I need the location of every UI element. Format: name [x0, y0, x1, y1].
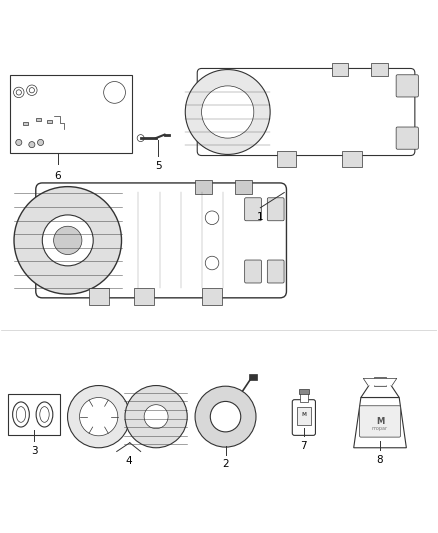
FancyBboxPatch shape [267, 260, 284, 283]
Text: 4: 4 [126, 456, 132, 466]
Circle shape [104, 82, 125, 103]
Circle shape [67, 385, 130, 448]
Bar [23, 123, 28, 125]
Bar [202, 288, 222, 305]
Text: mopar: mopar [372, 426, 388, 431]
FancyBboxPatch shape [245, 260, 261, 283]
Circle shape [144, 405, 168, 429]
Circle shape [80, 398, 118, 436]
Bar [374, 377, 386, 385]
Text: 3: 3 [31, 446, 37, 456]
Bar [299, 389, 309, 394]
Circle shape [29, 87, 35, 93]
FancyBboxPatch shape [267, 198, 284, 221]
Text: 1: 1 [257, 212, 264, 222]
Text: M: M [376, 417, 384, 426]
Bar [36, 118, 42, 120]
Circle shape [53, 226, 82, 255]
Circle shape [205, 211, 219, 224]
Circle shape [137, 135, 144, 142]
Circle shape [210, 401, 241, 432]
Bar [195, 180, 212, 194]
Polygon shape [361, 383, 399, 398]
Ellipse shape [16, 407, 26, 422]
Circle shape [27, 85, 37, 95]
Circle shape [185, 70, 270, 155]
Circle shape [195, 386, 256, 447]
Bar [8, 393, 60, 435]
Ellipse shape [13, 402, 29, 427]
Circle shape [14, 187, 121, 294]
Circle shape [29, 142, 35, 148]
Bar [88, 288, 109, 305]
Text: 8: 8 [377, 455, 383, 465]
Text: 7: 7 [300, 441, 307, 450]
Bar [332, 63, 349, 76]
Text: 5: 5 [155, 161, 161, 171]
Circle shape [205, 256, 219, 270]
Ellipse shape [36, 402, 53, 427]
Bar [277, 151, 296, 167]
Circle shape [201, 86, 254, 138]
FancyBboxPatch shape [360, 406, 400, 437]
Bar [134, 288, 154, 305]
FancyBboxPatch shape [396, 75, 418, 97]
Polygon shape [363, 378, 397, 385]
Circle shape [125, 385, 187, 448]
Circle shape [16, 90, 21, 95]
Circle shape [16, 140, 22, 146]
Bar [47, 120, 52, 123]
Bar [297, 407, 311, 425]
Bar [300, 392, 308, 402]
Circle shape [42, 215, 93, 266]
FancyBboxPatch shape [292, 400, 315, 435]
Bar [235, 180, 252, 194]
Polygon shape [354, 398, 406, 448]
Bar [10, 75, 132, 154]
Text: 2: 2 [222, 459, 229, 469]
FancyBboxPatch shape [36, 183, 286, 298]
Bar [250, 375, 257, 379]
FancyBboxPatch shape [197, 68, 415, 156]
Text: M: M [301, 413, 306, 417]
Ellipse shape [40, 407, 49, 422]
Text: 6: 6 [55, 171, 61, 181]
FancyBboxPatch shape [245, 198, 261, 221]
Bar [371, 63, 388, 76]
FancyBboxPatch shape [396, 127, 418, 149]
Bar [342, 151, 361, 167]
Circle shape [14, 87, 24, 98]
Circle shape [38, 140, 44, 146]
